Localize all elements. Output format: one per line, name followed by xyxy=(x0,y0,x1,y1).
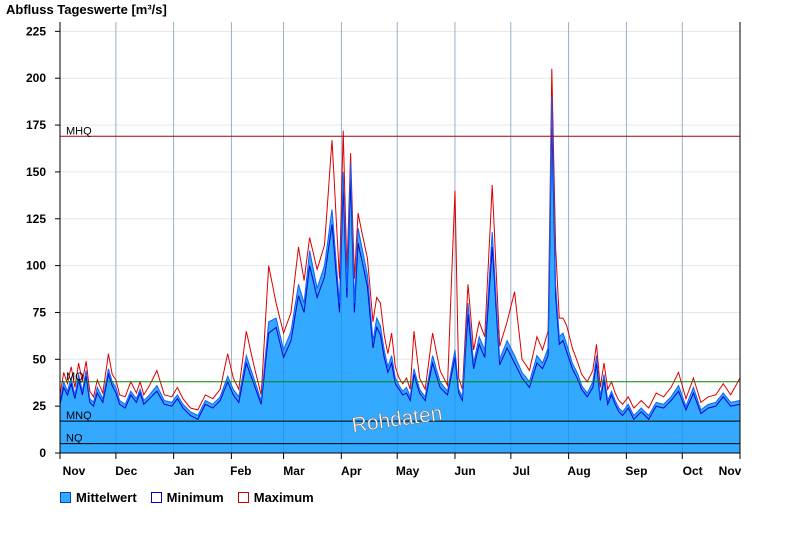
x-tick-label: May xyxy=(396,464,420,478)
y-tick-label: 0 xyxy=(39,446,46,460)
series-layer xyxy=(59,22,741,453)
y-tick-label: 200 xyxy=(26,71,46,85)
legend-label-max: Maximum xyxy=(253,490,314,505)
y-tick-label: 125 xyxy=(26,212,46,226)
legend-item-mean: Mittelwert xyxy=(60,490,137,505)
series-mean-line xyxy=(59,96,741,417)
y-tick-label: 100 xyxy=(26,259,46,273)
legend-swatch-mean xyxy=(60,492,71,503)
x-tick-label: Mar xyxy=(283,464,305,478)
y-tick-label: 150 xyxy=(26,165,46,179)
x-tick-label: Dec xyxy=(115,464,137,478)
y-tick-label: 25 xyxy=(33,399,47,413)
legend-label-min: Minimum xyxy=(166,490,224,505)
x-tick-label: Oct xyxy=(683,464,703,478)
x-tick-label: Sep xyxy=(625,464,647,478)
ref-label-mhq: MHQ xyxy=(66,125,92,137)
x-tick-label: Jul xyxy=(513,464,530,478)
y-tick-label: 50 xyxy=(33,352,47,366)
series-maximum-line xyxy=(59,68,741,411)
x-tick-label: Feb xyxy=(230,464,251,478)
x-tick-label: Nov xyxy=(719,464,742,478)
chart-title: Abfluss Tageswerte [m³/s] xyxy=(6,2,167,17)
y-tick-label: 75 xyxy=(33,305,47,319)
x-tick-label: Jan xyxy=(174,464,195,478)
ref-label-mq: MQ xyxy=(66,371,84,383)
x-tick-label: Apr xyxy=(341,464,362,478)
axes xyxy=(55,22,741,459)
legend-swatch-min xyxy=(150,492,162,503)
legend: Mittelwert Minimum Maximum xyxy=(60,490,314,505)
x-tick-label: Nov xyxy=(63,464,86,478)
legend-item-min: Minimum xyxy=(150,490,224,505)
ref-label-mnq: MNQ xyxy=(66,410,92,422)
ref-label-nq: NQ xyxy=(66,433,83,445)
reference-lines: MHQ MQ MNQ NQ xyxy=(60,125,740,445)
legend-item-max: Maximum xyxy=(237,490,314,505)
x-tick-label: Aug xyxy=(567,464,590,478)
series-minimum-line xyxy=(59,119,741,421)
y-tick-label: 225 xyxy=(26,24,46,38)
tick-labels: 0 25 50 75 100 125 150 175 200 225 Nov Dec Jan Feb Mar… xyxy=(26,24,742,478)
legend-swatch-max xyxy=(237,492,249,503)
x-tick-label: Jun xyxy=(454,464,475,478)
y-tick-label: 175 xyxy=(26,118,46,132)
legend-label-mean: Mittelwert xyxy=(76,490,137,505)
series-mean-area xyxy=(60,97,740,453)
